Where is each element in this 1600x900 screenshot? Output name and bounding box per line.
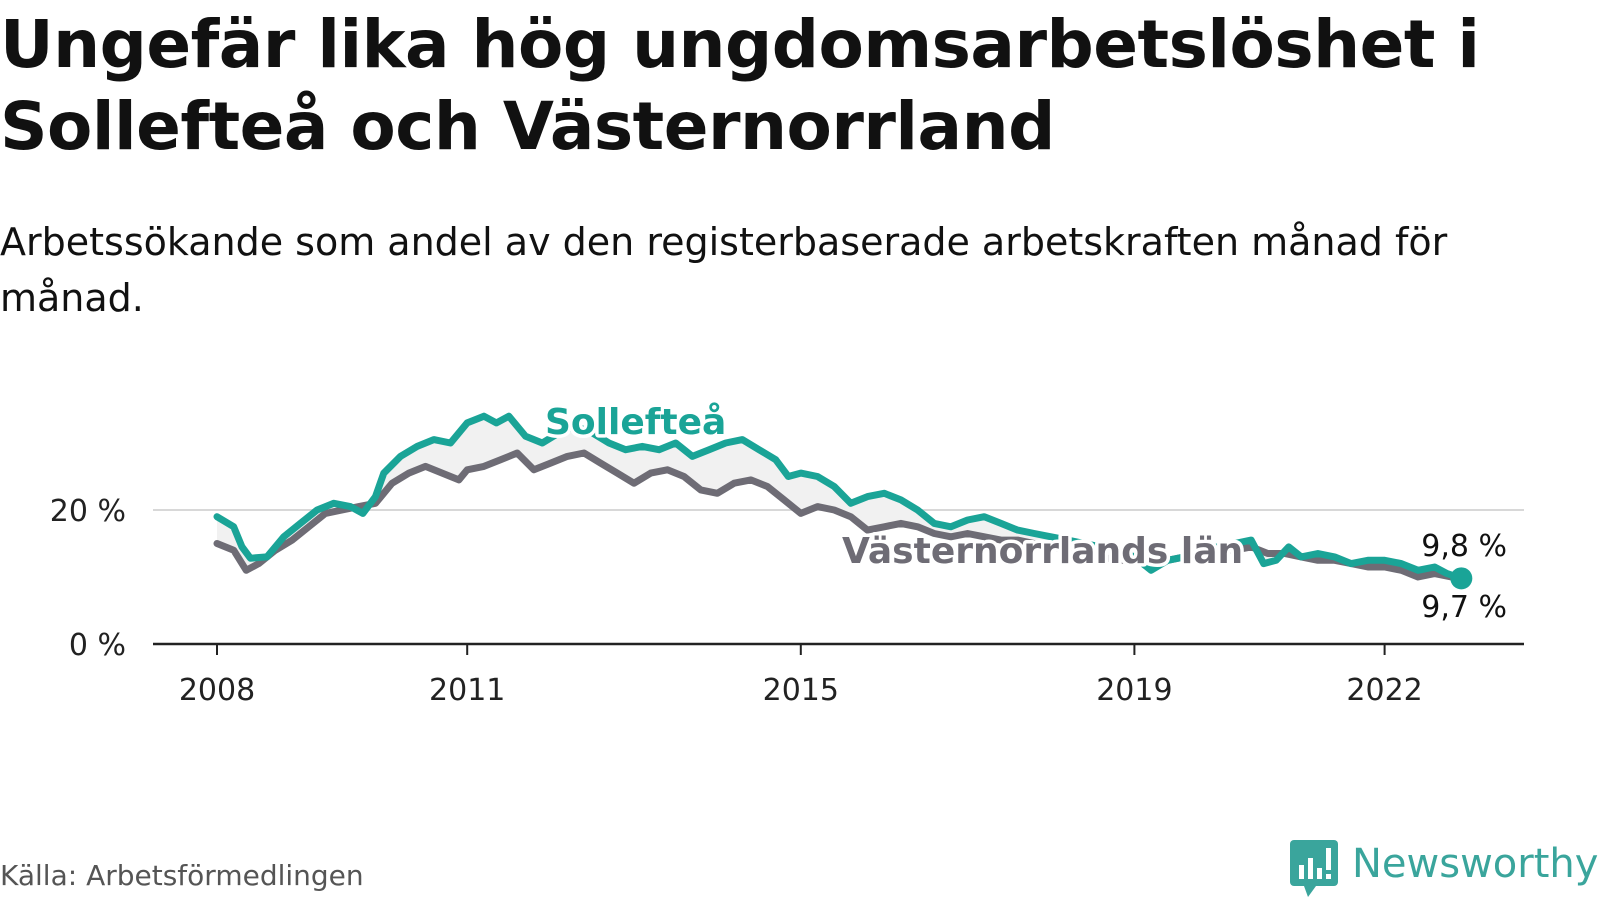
series-line-solleftea [213,412,1465,582]
end-value-solleftea: 9,8 % [1421,529,1507,564]
y-axis-labels: 0 % 20 % [50,494,126,663]
series-label-vasternorrlands-lan: Västernorrlands län [842,531,1243,572]
x-tick-label: 2011 [429,673,505,708]
source-note: Källa: Arbetsförmedlingen [0,859,364,892]
x-tick-label: 2022 [1346,673,1422,708]
y-tick-label: 0 % [69,628,126,663]
newsworthy-logo-icon [1290,840,1338,897]
x-tick-label: 2019 [1096,673,1172,708]
y-tick-label: 20 % [50,494,126,529]
x-tick-label: 2008 [179,673,255,708]
brand-logo: Newsworthy [1290,840,1598,900]
line-chart: 0 % 20 % 2008 2011 2015 2019 2022 Sollefteå V… [50,399,1524,708]
end-value-vasternorrlands-lan: 9,7 % [1421,590,1507,625]
x-tick-label: 2015 [763,673,839,708]
series-label-solleftea: Sollefteå [545,402,726,443]
brand-name: Newsworthy [1352,841,1599,887]
chart-subtitle: Arbetssökande som andel av den registerb… [0,220,1448,320]
end-point-solleftea [1450,567,1473,590]
difference-band [217,416,1462,579]
chart-title: Ungefär lika hög ungdomsarbetslöshet i S… [0,6,1480,165]
x-axis-labels: 2008 2011 2015 2019 2022 [179,644,1423,708]
